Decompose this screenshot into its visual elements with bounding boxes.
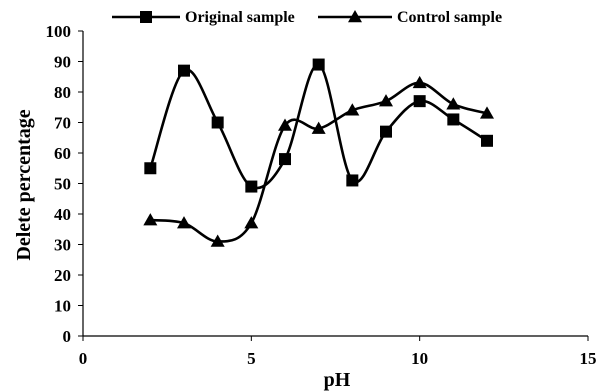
legend-original-sample-label: Original sample xyxy=(185,9,295,26)
y-tick-label: 80 xyxy=(54,83,71,102)
y-axis-title: Delete percentage xyxy=(13,109,35,260)
x-tick-label: 5 xyxy=(247,349,256,368)
original-sample-point xyxy=(245,180,258,193)
y-tick-label: 100 xyxy=(46,22,72,41)
original-sample-point xyxy=(178,64,190,77)
control-sample-point xyxy=(345,103,360,116)
x-tick-label: 10 xyxy=(411,349,428,368)
legend: Original sample Control sample xyxy=(112,9,502,26)
control-sample-point xyxy=(177,216,191,229)
original-sample-point xyxy=(447,113,460,126)
y-tick-label: 0 xyxy=(63,327,72,346)
legend-control-sample-label: Control sample xyxy=(397,9,502,26)
y-tick-label: 20 xyxy=(54,266,71,285)
control-sample-point xyxy=(379,94,393,107)
y-tick-label: 60 xyxy=(54,144,71,163)
original-sample-point xyxy=(380,125,392,138)
legend-original-sample-marker xyxy=(140,11,152,23)
y-tick-label: 40 xyxy=(54,205,71,224)
plot-area: 0 10 20 30 40 50 60 70 80 90 100 0 5 10 15 xyxy=(46,22,597,368)
y-tick-label: 10 xyxy=(54,297,71,316)
original-sample-point xyxy=(312,58,325,71)
x-tick-label: 0 xyxy=(79,349,88,368)
control-sample-point xyxy=(446,97,461,110)
y-tick-label: 70 xyxy=(54,114,71,133)
original-sample-point xyxy=(144,162,157,175)
y-tick-label: 50 xyxy=(54,175,71,194)
original-sample-point xyxy=(279,153,291,166)
y-tick-label: 90 xyxy=(54,53,71,72)
control-sample-point xyxy=(311,121,326,134)
legend-control-sample-marker xyxy=(348,10,362,23)
control-sample-point xyxy=(244,216,259,229)
control-sample-point xyxy=(210,234,225,247)
original-sample-point xyxy=(346,174,359,187)
original-sample-point xyxy=(211,116,224,129)
original-sample-point xyxy=(481,134,493,147)
control-sample-point xyxy=(143,213,158,226)
original-sample-point xyxy=(413,95,426,108)
y-tick-label: 30 xyxy=(54,236,71,255)
control-sample-point xyxy=(480,106,494,119)
x-tick-label: 15 xyxy=(580,349,597,368)
x-axis-title: pH xyxy=(324,369,351,391)
control-sample-point xyxy=(412,75,427,89)
control-sample-point xyxy=(278,118,292,131)
